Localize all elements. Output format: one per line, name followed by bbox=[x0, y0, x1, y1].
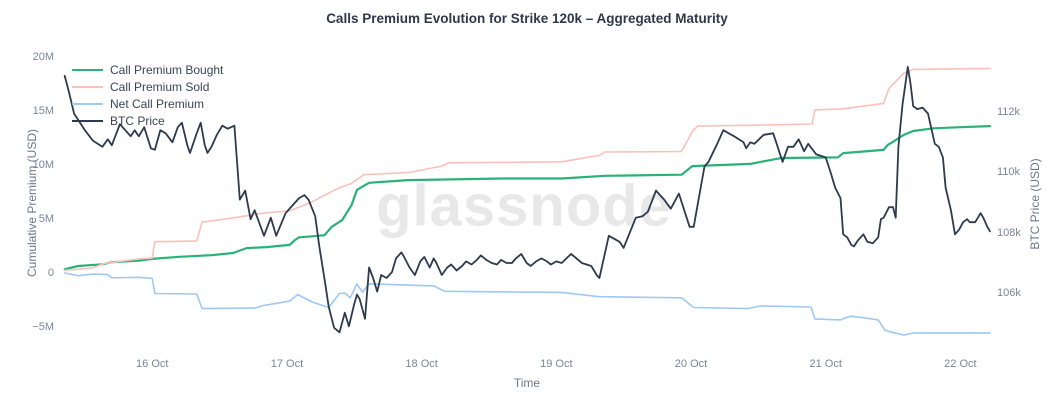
legend-label: Call Premium Bought bbox=[110, 62, 224, 77]
series-line-call-premium-sold bbox=[63, 67, 991, 272]
legend-swatch-dark-line-icon bbox=[72, 119, 103, 122]
right-axis-tick-110: 110k bbox=[997, 166, 1021, 179]
x-axis-tick-21-oct: 21 Oct bbox=[809, 358, 842, 370]
right-axis-tick-106: 106k bbox=[997, 287, 1021, 300]
legend-label: BTC Price bbox=[110, 113, 165, 128]
x-axis-tick-20-oct: 20 Oct bbox=[674, 358, 708, 370]
legend-label: Net Call Premium bbox=[110, 96, 205, 111]
left-axis-tick-20: 20M bbox=[32, 51, 54, 64]
series-line-btc-price bbox=[63, 66, 991, 334]
legend-item-call-premium-bought[interactable]: Call Premium Bought bbox=[72, 61, 223, 78]
legend-item-net-call-premium[interactable]: Net Call Premium bbox=[72, 95, 223, 112]
left-axis-tick-5: 5M bbox=[38, 212, 54, 225]
left-axis-tick-15: 15M bbox=[32, 105, 54, 117]
left-axis-tick-0: 0 bbox=[47, 266, 54, 279]
right-axis-tick-112: 112k bbox=[997, 106, 1021, 119]
x-axis-tick-18-oct: 18 Oct bbox=[405, 358, 438, 370]
legend-item-call-premium-sold[interactable]: Call Premium Sold bbox=[72, 78, 223, 95]
series-line-call-premium-bought bbox=[63, 125, 992, 271]
right-axis-tick-108: 108k bbox=[997, 226, 1021, 239]
legend: Call Premium Bought Call Premium Sold Ne… bbox=[72, 61, 223, 129]
chart-title: Calls Premium Evolution for Strike 120k … bbox=[326, 11, 728, 26]
left-axis-tick--5: −5M bbox=[32, 320, 54, 333]
series-line-net-call-premium bbox=[63, 272, 991, 336]
x-axis-tick-17-oct: 17 Oct bbox=[270, 358, 304, 370]
left-axis-tick-10: 10M bbox=[32, 158, 54, 171]
x-axis-tick-16-oct: 16 Oct bbox=[136, 358, 169, 370]
x-axis-title: Time bbox=[513, 376, 541, 390]
x-axis-tick-19-oct: 19 Oct bbox=[540, 358, 573, 370]
legend-swatch-blue-line-icon bbox=[72, 102, 103, 105]
legend-label: Call Premium Sold bbox=[110, 79, 210, 94]
legend-swatch-green-line-icon bbox=[72, 68, 103, 71]
right-axis-title: BTC Price (USD) bbox=[1028, 158, 1042, 250]
x-axis-tick-22-oct: 22 Oct bbox=[944, 358, 977, 370]
legend-item-btc-price[interactable]: BTC Price bbox=[72, 112, 223, 129]
legend-swatch-pink-line-icon bbox=[72, 85, 103, 88]
